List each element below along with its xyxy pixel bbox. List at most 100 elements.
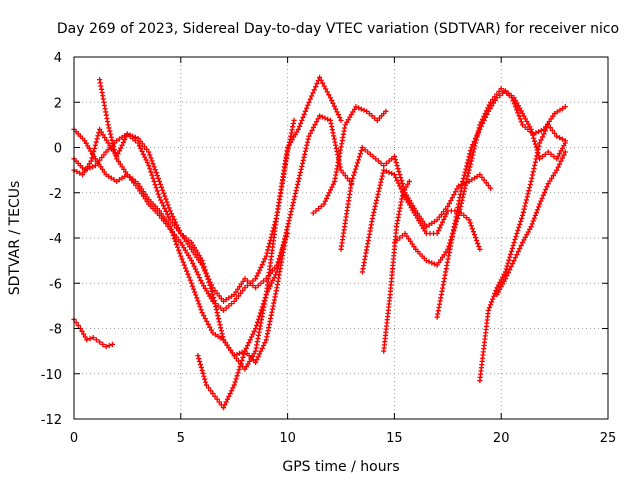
- data-point: [203, 270, 209, 276]
- data-point: [130, 135, 136, 142]
- data-point: [431, 261, 438, 267]
- data-point: [301, 154, 307, 160]
- data-point: [290, 199, 296, 206]
- data-point: [327, 95, 333, 101]
- data-point: [535, 129, 542, 135]
- data-point: [196, 301, 202, 307]
- data-point: [470, 149, 477, 155]
- data-point: [163, 208, 169, 215]
- data-point: [537, 140, 543, 146]
- data-point: [514, 107, 520, 113]
- data-point: [202, 267, 208, 273]
- data-point: [132, 138, 139, 144]
- data-point: [226, 295, 232, 301]
- data-point: [187, 277, 193, 283]
- x-tick-label: 25: [600, 431, 617, 446]
- data-point: [329, 97, 335, 104]
- data-point: [207, 324, 213, 330]
- data-point: [512, 104, 519, 110]
- data-point: [239, 357, 245, 363]
- data-point: [559, 136, 566, 142]
- data-point: [325, 116, 331, 122]
- data-point: [314, 80, 320, 87]
- data-point: [471, 175, 478, 181]
- data-point: [259, 304, 265, 310]
- data-point: [555, 153, 561, 159]
- data-point: [486, 102, 492, 108]
- data-point: [108, 134, 114, 140]
- data-point: [435, 228, 442, 234]
- data-point: [260, 342, 267, 349]
- data-point: [93, 337, 100, 343]
- data-point: [374, 197, 380, 203]
- data-point: [219, 331, 225, 337]
- data-point: [267, 283, 273, 289]
- data-point: [400, 190, 406, 196]
- data-point: [215, 303, 221, 309]
- data-point: [295, 178, 301, 185]
- data-point: [554, 167, 560, 173]
- data-point: [209, 288, 215, 295]
- x-tick-label: 5: [177, 431, 185, 446]
- data-point: [178, 253, 184, 259]
- data-point: [107, 128, 113, 134]
- data-point: [439, 254, 446, 260]
- data-point: [229, 350, 236, 356]
- data-point: [194, 295, 200, 301]
- data-point: [108, 175, 114, 181]
- data-point: [255, 282, 261, 289]
- data-point: [97, 126, 103, 132]
- data-point: [176, 247, 182, 253]
- data-point: [476, 243, 482, 249]
- data-point: [507, 254, 513, 260]
- data-point: [334, 148, 340, 155]
- data-point: [90, 164, 96, 170]
- series-arc-e: [195, 113, 355, 411]
- data-point: [264, 289, 271, 295]
- data-point: [241, 351, 247, 357]
- data-point: [429, 220, 435, 226]
- data-point: [556, 150, 563, 157]
- data-point: [490, 100, 497, 106]
- data-point: [105, 140, 111, 146]
- data-point: [366, 110, 372, 117]
- data-point: [97, 339, 103, 345]
- data-point: [151, 178, 157, 185]
- data-point: [530, 218, 536, 224]
- data-point: [112, 150, 118, 156]
- data-point: [357, 151, 364, 157]
- data-point: [86, 161, 92, 167]
- data-point: [111, 177, 117, 183]
- data-point: [254, 319, 261, 325]
- data-point: [528, 224, 534, 230]
- data-point: [463, 215, 470, 221]
- data-point: [545, 149, 551, 155]
- data-point: [127, 133, 133, 139]
- data-point: [398, 175, 404, 181]
- data-point: [116, 177, 122, 183]
- data-point: [217, 322, 223, 328]
- data-point: [514, 100, 520, 106]
- data-point: [536, 143, 542, 149]
- data-point: [309, 127, 315, 133]
- data-point: [377, 182, 383, 188]
- data-point: [539, 134, 546, 140]
- data-point: [558, 148, 564, 154]
- data-point: [144, 160, 151, 166]
- series-arc-n: [71, 316, 116, 350]
- data-point: [315, 116, 321, 122]
- data-point: [167, 217, 173, 223]
- data-point: [478, 123, 484, 129]
- data-point: [497, 279, 503, 286]
- data-point: [135, 181, 141, 187]
- data-point: [255, 270, 261, 276]
- data-point: [140, 189, 147, 195]
- data-point: [305, 136, 311, 142]
- data-point: [226, 303, 232, 309]
- data-point: [123, 169, 129, 175]
- data-point: [446, 200, 452, 207]
- data-point: [528, 178, 534, 185]
- data-point: [527, 124, 533, 130]
- data-point: [129, 177, 135, 183]
- data-point: [372, 115, 378, 121]
